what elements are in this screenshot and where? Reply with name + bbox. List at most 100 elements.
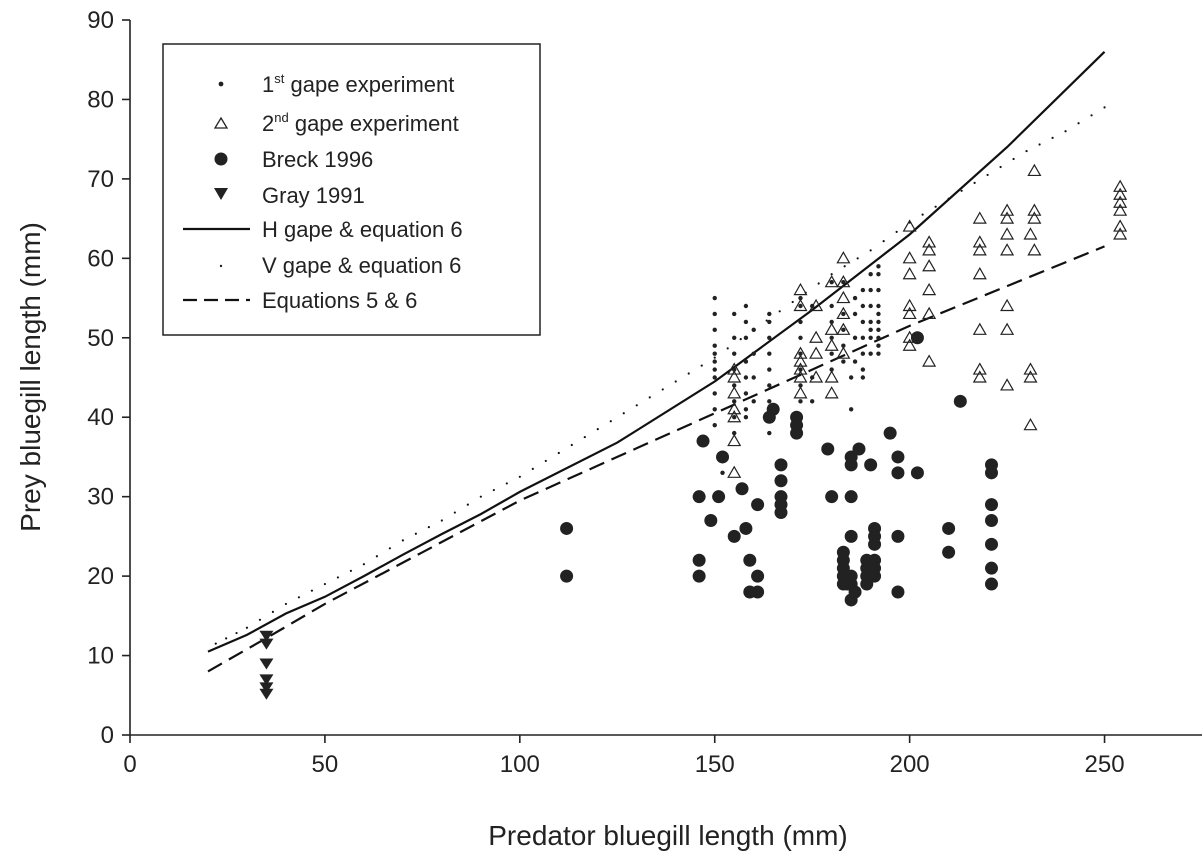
point-2nd-gape-experiment	[793, 282, 808, 296]
point-2nd-gape-experiment	[972, 322, 987, 335]
point-breck-1996	[868, 537, 882, 551]
point-breck-1996	[984, 537, 998, 551]
point-2nd-gape-experiment	[824, 370, 839, 383]
point-1st-gape-experiment	[876, 335, 881, 340]
point-breck-1996	[774, 458, 788, 472]
point-2nd-gape-experiment	[1113, 187, 1128, 200]
point-2nd-gape-experiment	[727, 370, 742, 383]
line-point-v-gape-equation-6	[310, 589, 314, 592]
line-point-v-gape-equation-6	[492, 488, 495, 492]
legend-label-h-gape: H gape & equation 6	[262, 217, 463, 242]
line-point-v-gape-equation-6	[440, 519, 443, 522]
point-1st-gape-experiment	[868, 272, 873, 277]
point-2nd-gape-experiment	[1027, 163, 1042, 177]
point-1st-gape-experiment	[876, 327, 881, 333]
line-point-v-gape-equation-6	[882, 240, 885, 243]
point-1st-gape-experiment	[712, 351, 717, 356]
point-2nd-gape-experiment	[1023, 417, 1038, 431]
point-breck-1996	[953, 394, 967, 408]
point-2nd-gape-experiment	[902, 267, 917, 280]
line-point-v-gape-equation-6	[336, 576, 340, 579]
point-2nd-gape-experiment	[824, 322, 839, 335]
y-tick-label: 0	[101, 722, 114, 749]
point-gray-1991	[259, 658, 274, 670]
point-2nd-gape-experiment	[972, 362, 987, 375]
point-1st-gape-experiment	[767, 383, 772, 388]
point-2nd-gape-experiment	[922, 354, 937, 367]
point-breck-1996	[696, 434, 710, 448]
line-point-v-gape-equation-6	[388, 547, 391, 550]
line-point-v-gape-equation-6	[427, 526, 430, 529]
line-point-v-gape-equation-6	[791, 300, 794, 304]
point-2nd-gape-experiment	[793, 298, 808, 312]
series-line-equations-5-6	[207, 245, 1105, 673]
point-breck-1996	[727, 529, 741, 543]
line-point-v-gape-equation-6	[1103, 106, 1106, 109]
point-breck-1996	[844, 490, 858, 504]
line-point-v-gape-equation-6	[973, 181, 976, 184]
legend: 1st gape experiment 2nd gape experiment …	[162, 43, 541, 336]
line-point-v-gape-equation-6	[544, 459, 547, 463]
point-1st-gape-experiment	[798, 367, 803, 372]
point-breck-1996	[848, 585, 862, 599]
line-point-v-gape-equation-6	[622, 412, 625, 415]
line-point-v-gape-equation-6	[947, 197, 950, 200]
point-2nd-gape-experiment	[727, 362, 742, 375]
point-breck-1996	[774, 506, 788, 520]
x-tick-label: 150	[695, 751, 735, 778]
point-breck-1996	[984, 466, 998, 480]
line-point-v-gape-equation-6	[739, 338, 742, 341]
point-breck-1996	[751, 498, 765, 512]
point-1st-gape-experiment	[712, 375, 717, 380]
line-point-v-gape-equation-6	[687, 372, 690, 375]
line-point-v-gape-equation-6	[934, 205, 937, 208]
point-1st-gape-experiment	[841, 327, 846, 333]
point-1st-gape-experiment	[860, 287, 866, 293]
point-2nd-gape-experiment	[1027, 203, 1042, 216]
point-breck-1996	[868, 569, 882, 583]
point-1st-gape-experiment	[712, 422, 717, 428]
x-tick-label: 50	[312, 751, 339, 778]
point-1st-gape-experiment	[868, 351, 873, 356]
legend-label-breck: Breck 1996	[262, 147, 373, 172]
line-point-v-gape-equation-6	[557, 451, 560, 455]
point-2nd-gape-experiment	[793, 370, 808, 383]
point-1st-gape-experiment	[743, 391, 749, 396]
point-gray-1991	[259, 630, 274, 642]
point-2nd-gape-experiment	[1000, 211, 1015, 224]
point-1st-gape-experiment	[751, 375, 756, 380]
point-1st-gape-experiment	[841, 359, 846, 364]
legend-label-equations: Equations 5 & 6	[262, 288, 417, 313]
line-point-v-gape-equation-6	[453, 511, 456, 514]
line-point-v-gape-equation-6	[479, 495, 482, 498]
point-1st-gape-experiment	[743, 335, 749, 340]
point-2nd-gape-experiment	[836, 290, 851, 304]
point-1st-gape-experiment	[767, 319, 772, 325]
point-2nd-gape-experiment	[922, 243, 937, 256]
line-point-v-gape-equation-6	[609, 420, 612, 423]
line-point-v-gape-equation-6	[817, 282, 820, 285]
point-2nd-gape-experiment	[1113, 203, 1128, 216]
point-breck-1996	[891, 466, 905, 480]
line-point-v-gape-equation-6	[596, 428, 599, 431]
point-breck-1996	[891, 450, 905, 464]
point-1st-gape-experiment	[767, 367, 772, 372]
point-breck-1996	[910, 331, 924, 345]
line-point-v-gape-equation-6	[856, 257, 859, 260]
legend-entry-equations: Equations 5 & 6	[183, 288, 417, 313]
legend-label-2nd-gape: 2nd gape experiment	[262, 110, 459, 136]
legend-entry-breck: Breck 1996	[214, 147, 373, 172]
legend-marker-tiny-dot	[219, 264, 223, 268]
line-point-v-gape-equation-6	[986, 173, 989, 177]
point-2nd-gape-experiment	[727, 402, 742, 415]
line-point-v-gape-equation-6	[235, 631, 238, 635]
point-breck-1996	[984, 498, 998, 512]
legend-entry-2nd-gape: 2nd gape experiment	[213, 110, 459, 136]
point-1st-gape-experiment	[767, 311, 772, 317]
point-1st-gape-experiment	[841, 279, 846, 285]
point-1st-gape-experiment	[860, 303, 866, 309]
legend-label-v-gape: V gape & equation 6	[262, 253, 461, 278]
point-2nd-gape-experiment	[727, 465, 742, 478]
line-point-v-gape-equation-6	[648, 396, 651, 399]
